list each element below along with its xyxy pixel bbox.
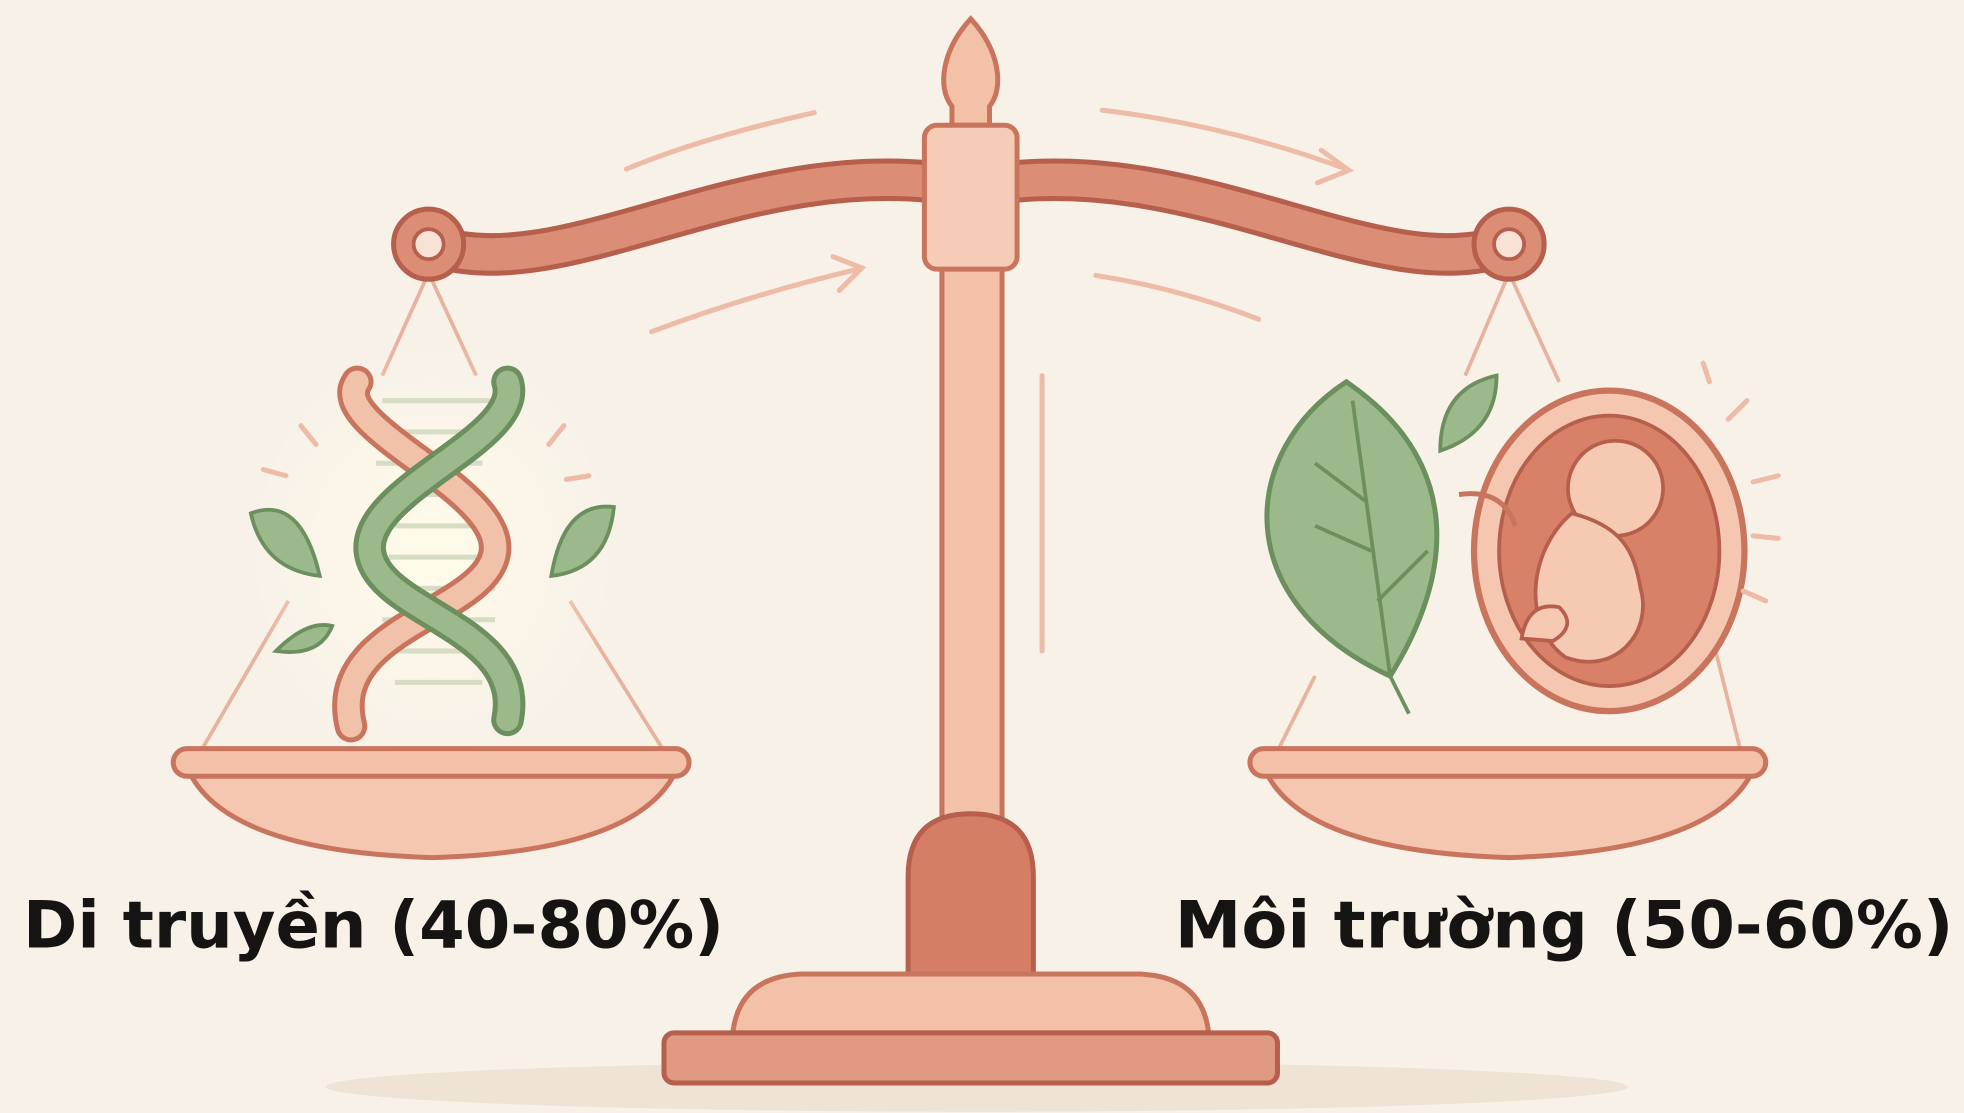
ring-hole xyxy=(1494,229,1524,259)
ring-hole xyxy=(414,229,444,259)
base-plate xyxy=(733,974,1209,1033)
illustration: Di truyền (40-80%) Môi trường (50-60%) xyxy=(0,0,1964,1113)
pan-rim xyxy=(173,749,689,777)
page: Di truyền (40-80%) Môi trường (50-60%) (… xyxy=(0,0,1964,1113)
post xyxy=(942,263,1002,839)
label-right: Môi trường (50-60%) xyxy=(1175,889,1954,964)
label-left: Di truyền (40-80%) xyxy=(23,889,724,964)
pan-rim xyxy=(1250,749,1766,777)
base-dome xyxy=(908,814,1033,977)
base-foot xyxy=(664,1033,1277,1083)
post-cap xyxy=(924,125,1017,269)
